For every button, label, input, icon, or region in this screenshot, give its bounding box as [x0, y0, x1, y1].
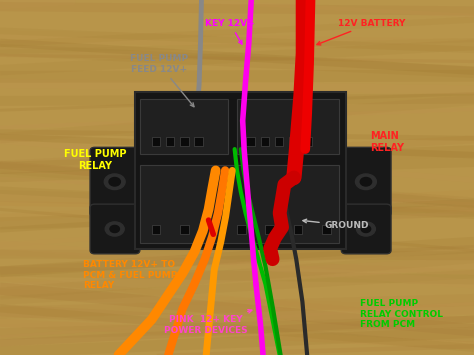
Circle shape: [360, 178, 372, 186]
Bar: [246, 137, 255, 146]
Bar: [180, 225, 189, 234]
FancyBboxPatch shape: [90, 204, 140, 254]
Circle shape: [110, 225, 119, 233]
Bar: [152, 137, 160, 146]
Bar: [265, 225, 274, 234]
Bar: [140, 165, 339, 243]
Text: MAIN
RELAY: MAIN RELAY: [370, 131, 404, 153]
Circle shape: [104, 174, 125, 190]
Bar: [289, 137, 298, 146]
Text: BATTERY 12V+ TO
PCM & FUEL PUMP
RELAY: BATTERY 12V+ TO PCM & FUEL PUMP RELAY: [83, 260, 177, 290]
Text: FUEL PUMP
RELAY CONTROL
FROM PCM: FUEL PUMP RELAY CONTROL FROM PCM: [360, 299, 443, 329]
Bar: [275, 137, 283, 146]
Text: FUEL PUMP
FEED 12V+: FUEL PUMP FEED 12V+: [130, 54, 194, 107]
Bar: [166, 137, 174, 146]
Bar: [180, 137, 189, 146]
Bar: [261, 137, 269, 146]
Bar: [303, 137, 312, 146]
FancyBboxPatch shape: [90, 147, 140, 217]
Text: KEY 12V+: KEY 12V+: [205, 18, 255, 44]
Bar: [294, 225, 302, 234]
Circle shape: [356, 222, 375, 236]
Bar: [135, 92, 346, 248]
Circle shape: [356, 174, 376, 190]
Bar: [237, 225, 246, 234]
Circle shape: [105, 222, 124, 236]
Circle shape: [361, 225, 371, 233]
Bar: [209, 225, 217, 234]
Bar: [194, 137, 203, 146]
Circle shape: [109, 178, 120, 186]
Text: FUEL PUMP
RELAY: FUEL PUMP RELAY: [64, 149, 126, 170]
Text: GROUND: GROUND: [303, 219, 369, 230]
Text: 12V BATTERY: 12V BATTERY: [317, 18, 406, 45]
FancyBboxPatch shape: [341, 204, 391, 254]
Text: PINK  12+ KEY
POWER DEVICES: PINK 12+ KEY POWER DEVICES: [164, 310, 252, 334]
Bar: [152, 225, 160, 234]
Bar: [237, 99, 339, 154]
Bar: [140, 99, 228, 154]
FancyBboxPatch shape: [341, 147, 391, 217]
Bar: [322, 225, 331, 234]
